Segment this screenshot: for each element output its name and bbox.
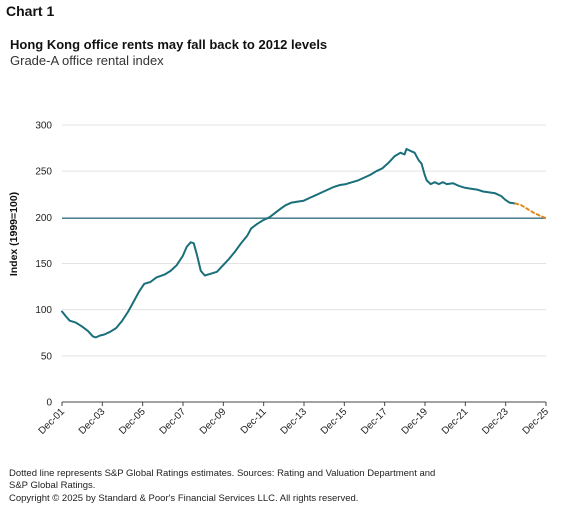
index-line (61, 148, 517, 339)
y-tick-label-300: 300 (35, 121, 52, 132)
y-axis-title: Index (1999=100) (8, 192, 20, 276)
y-tick-label-50: 50 (41, 351, 53, 362)
series-lines (61, 148, 547, 339)
x-tick-label-Dec-07: Dec-07 (158, 406, 189, 437)
y-tick-label-250: 250 (35, 167, 52, 178)
copyright-text: Copyright © 2025 by Standard & Poor's Fi… (9, 493, 359, 504)
x-tick-label-Dec-09: Dec-09 (198, 406, 229, 437)
chart-title: Hong Kong office rents may fall back to … (10, 37, 328, 52)
chart-subtitle: Grade-A office rental index (10, 53, 164, 68)
x-tick-label-Dec-25: Dec-25 (521, 406, 552, 437)
x-tick-label-Dec-19: Dec-19 (400, 406, 431, 437)
x-tick-label-Dec-23: Dec-23 (480, 406, 511, 437)
x-tick-label-Dec-03: Dec-03 (77, 406, 108, 437)
y-tick-label-200: 200 (35, 213, 52, 224)
x-tick-label-Dec-17: Dec-17 (359, 406, 390, 437)
x-axis: Dec-01 Dec-03 Dec-05 Dec-07 Dec-09 Dec-11 Dec-… (37, 401, 552, 437)
x-tick-label-Dec-05: Dec-05 (117, 406, 148, 437)
y-axis: 0 50 100 150 200 250 300 (35, 121, 52, 409)
y-tick-label-150: 150 (35, 259, 52, 270)
y-tick-label-0: 0 (46, 398, 52, 409)
x-tick-label-Dec-15: Dec-15 (319, 406, 350, 437)
gridlines (62, 124, 546, 357)
chart-label: Chart 1 (6, 3, 55, 19)
x-tick-label-Dec-13: Dec-13 (279, 406, 310, 437)
x-tick-label-Dec-21: Dec-21 (440, 406, 471, 437)
source-note: Dotted line represents S&P Global Rating… (9, 468, 436, 491)
y-tick-label-100: 100 (35, 305, 52, 316)
x-tick-label-Dec-01: Dec-01 (37, 406, 68, 437)
estimate-line (514, 202, 547, 220)
x-tick-label-Dec-11: Dec-11 (239, 406, 269, 436)
